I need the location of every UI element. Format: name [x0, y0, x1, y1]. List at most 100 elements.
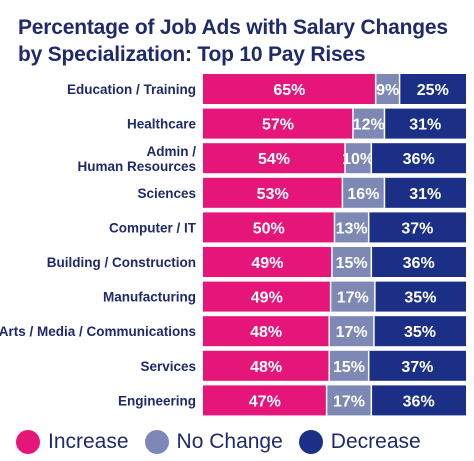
data-label-no-change-admin-human-resources: 10%	[342, 151, 374, 168]
bar-no-change-manufacturing	[330, 281, 375, 312]
bar-decrease-sciences	[384, 177, 466, 208]
data-label-decrease-healthcare: 31%	[409, 117, 441, 134]
bar-increase-manufacturing	[203, 281, 331, 312]
bar-increase-arts-media-communications	[203, 316, 330, 347]
data-label-decrease-arts-media-communications: 35%	[404, 324, 436, 341]
category-label-sciences: Sciences	[137, 186, 196, 201]
data-label-no-change-manufacturing: 17%	[337, 290, 369, 307]
data-label-no-change-computer-it: 13%	[336, 220, 368, 237]
category-label-admin-human-resources: Admin / Human Resources	[77, 144, 196, 174]
bar-no-change-healthcare	[352, 108, 385, 139]
data-label-increase-building-construction: 49%	[251, 255, 283, 272]
legend-label-no-change: No Change	[176, 430, 283, 453]
legend-swatch-no-change	[144, 430, 169, 454]
data-label-no-change-engineering: 17%	[333, 393, 365, 410]
bar-no-change-sciences	[342, 177, 385, 208]
segment-divider	[333, 212, 336, 243]
bar-decrease-engineering	[371, 385, 466, 416]
data-label-no-change-sciences: 16%	[347, 186, 379, 203]
data-label-increase-services: 48%	[250, 359, 282, 376]
bar-increase-engineering	[203, 385, 327, 416]
bar-decrease-arts-media-communications	[373, 316, 466, 347]
segment-divider	[325, 385, 328, 416]
category-label-building-construction: Building / Construction	[47, 255, 196, 270]
bar-no-change-engineering	[326, 385, 372, 416]
category-label-healthcare: Healthcare	[127, 117, 197, 132]
data-label-increase-manufacturing: 49%	[251, 290, 283, 307]
segment-divider	[367, 212, 370, 243]
data-label-no-change-services: 15%	[333, 359, 365, 376]
data-label-no-change-healthcare: 12%	[353, 117, 385, 134]
data-label-no-change-building-construction: 15%	[336, 255, 368, 272]
data-label-decrease-computer-it: 37%	[401, 220, 433, 237]
bar-no-change-building-construction	[331, 247, 372, 277]
segment-divider	[374, 281, 376, 312]
data-label-increase-arts-media-communications: 48%	[250, 324, 282, 341]
segment-divider	[373, 316, 375, 347]
category-label-arts-media-communications: Arts / Media / Communications	[0, 324, 196, 339]
segment-divider	[398, 74, 401, 104]
category-label-computer-it: Computer / IT	[109, 220, 197, 235]
bar-increase-computer-it	[203, 212, 335, 243]
bar-decrease-education-training	[399, 74, 466, 104]
data-label-decrease-building-construction: 36%	[403, 255, 435, 272]
data-label-increase-education-training: 65%	[273, 82, 305, 99]
bar-decrease-admin-human-resources	[371, 143, 466, 174]
segment-divider	[328, 316, 330, 347]
legend-item-decrease: Decrease	[298, 430, 421, 454]
bar-no-change-admin-human-resources	[345, 143, 372, 174]
data-label-increase-healthcare: 57%	[262, 117, 294, 134]
data-label-decrease-services: 37%	[401, 359, 433, 376]
bar-increase-healthcare	[203, 108, 353, 139]
data-label-no-change-arts-media-communications: 17%	[336, 324, 368, 341]
bar-no-change-computer-it	[334, 212, 369, 243]
legend-label-increase: Increase	[48, 430, 129, 453]
chart-legend: Increase No Change Decrease	[16, 428, 468, 456]
bar-decrease-computer-it	[368, 212, 466, 243]
data-label-decrease-sciences: 31%	[409, 186, 441, 203]
segment-divider	[352, 108, 354, 139]
bar-no-change-education-training	[375, 74, 400, 104]
segment-divider	[341, 177, 344, 208]
legend-item-no-change: No Change	[144, 430, 283, 454]
data-label-decrease-admin-human-resources: 36%	[403, 151, 435, 168]
bar-increase-building-construction	[203, 247, 332, 277]
data-label-increase-sciences: 53%	[257, 186, 289, 203]
legend-label-decrease: Decrease	[330, 430, 421, 453]
bar-decrease-building-construction	[371, 247, 466, 277]
segment-divider	[370, 143, 373, 174]
segment-divider	[344, 143, 346, 174]
segment-divider	[367, 350, 370, 381]
data-label-decrease-education-training: 25%	[417, 82, 449, 99]
data-label-increase-computer-it: 50%	[253, 220, 285, 237]
category-label-manufacturing: Manufacturing	[103, 290, 196, 305]
category-label-engineering: Engineering	[118, 393, 196, 408]
data-label-increase-admin-human-resources: 54%	[258, 151, 290, 168]
bar-increase-services	[203, 350, 330, 381]
bar-increase-education-training	[203, 74, 376, 104]
segment-divider	[374, 74, 377, 104]
segment-divider	[329, 281, 332, 312]
category-label-education-training: Education / Training	[67, 82, 196, 97]
legend-item-increase: Increase	[16, 430, 129, 454]
category-label-services: Services	[140, 359, 196, 374]
bar-increase-admin-human-resources	[203, 143, 346, 174]
bar-no-change-arts-media-communications	[329, 316, 374, 347]
data-label-no-change-education-training: 9%	[376, 82, 399, 99]
bar-decrease-manufacturing	[374, 281, 466, 312]
chart-title: Percentage of Job Ads with Salary Change…	[18, 16, 448, 66]
bar-no-change-services	[329, 350, 369, 381]
data-label-increase-engineering: 47%	[249, 393, 281, 410]
legend-swatch-increase	[16, 430, 40, 454]
segment-divider	[328, 350, 330, 381]
bar-increase-sciences	[203, 177, 343, 208]
bar-decrease-healthcare	[384, 108, 466, 139]
legend-swatch-decrease	[298, 430, 323, 454]
segment-divider	[331, 247, 333, 277]
data-label-decrease-engineering: 36%	[403, 393, 435, 410]
data-label-decrease-manufacturing: 35%	[404, 290, 436, 307]
bar-decrease-services	[368, 350, 466, 381]
segment-divider	[383, 177, 386, 208]
segment-divider	[370, 247, 373, 277]
